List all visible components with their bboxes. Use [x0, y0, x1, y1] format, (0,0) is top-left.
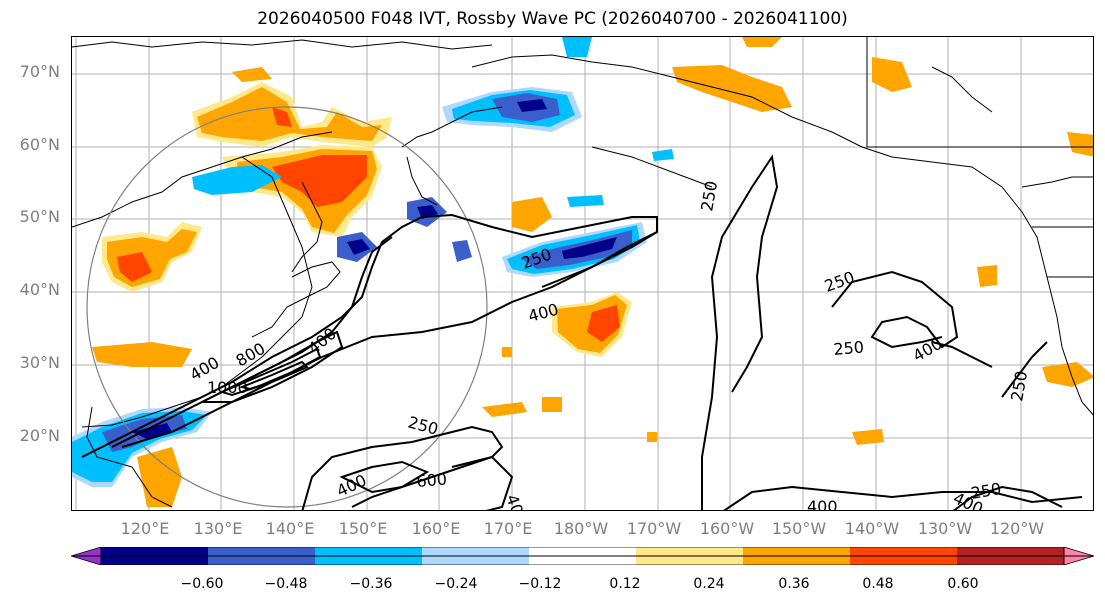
lon-label-120e: 120°E — [120, 519, 170, 538]
lon-label-160w: 160°W — [699, 519, 755, 538]
contour-label: 600 — [416, 469, 448, 491]
colorbar-tick: −0.48 — [264, 576, 308, 592]
graticule — [72, 37, 1093, 510]
colorbar-tick: 0.60 — [947, 576, 979, 592]
colorbar-tick: −0.24 — [434, 576, 478, 592]
lon-label-140w: 140°W — [844, 519, 900, 538]
negative-anomalies — [72, 37, 674, 487]
lon-label-170e: 170°E — [483, 519, 533, 538]
lon-label-150e: 150°E — [338, 519, 388, 538]
contour-label: 250 — [833, 337, 865, 359]
lon-label-140e: 140°E — [265, 519, 315, 538]
colorbar-tick: 0.12 — [609, 576, 641, 592]
lat-label-40n: 40°N — [19, 280, 60, 299]
colorbar-tick: −0.36 — [349, 576, 393, 592]
rossby-wave-circle — [86, 106, 488, 508]
lon-label-130w: 130°W — [917, 519, 973, 538]
colorbar-tick: 0.36 — [778, 576, 810, 592]
map-canvas: 250 250 250 250 250 250 400 400 400 400 … — [72, 37, 1093, 511]
positive-anomalies — [92, 37, 1093, 507]
colorbar — [71, 547, 1094, 565]
ivt-contours — [81, 154, 1083, 510]
map-title: 2026040500 F048 IVT, Rossby Wave PC (202… — [257, 9, 848, 29]
lon-label-180w: 180°W — [553, 519, 609, 538]
lat-label-50n: 50°N — [19, 207, 60, 226]
lat-label-30n: 30°N — [19, 353, 60, 372]
contour-label: 250 — [969, 479, 1002, 503]
colorbar-tick: 0.24 — [693, 576, 725, 592]
ivt-map: 250 250 250 250 250 250 400 400 400 400 … — [71, 36, 1094, 511]
lon-label-130e: 130°E — [193, 519, 243, 538]
contour-label: 250 — [406, 413, 440, 439]
colorbar-tick: 0.48 — [862, 576, 894, 592]
lat-label-70n: 70°N — [19, 62, 60, 81]
coastlines — [72, 37, 1093, 508]
lon-label-170w: 170°W — [626, 519, 682, 538]
contour-label: 250 — [697, 179, 721, 212]
colorbar-tick: −0.60 — [180, 576, 224, 592]
colorbar-tick: −0.12 — [518, 576, 562, 592]
lon-label-160e: 160°E — [411, 519, 461, 538]
lon-label-150w: 150°W — [771, 519, 827, 538]
lon-label-120w: 120°W — [989, 519, 1045, 538]
lat-label-60n: 60°N — [19, 135, 60, 154]
contour-label: 1000 — [207, 378, 248, 397]
contour-label: 250 — [1007, 369, 1031, 402]
contour-label: 400 — [807, 497, 838, 511]
lat-label-20n: 20°N — [19, 426, 60, 445]
